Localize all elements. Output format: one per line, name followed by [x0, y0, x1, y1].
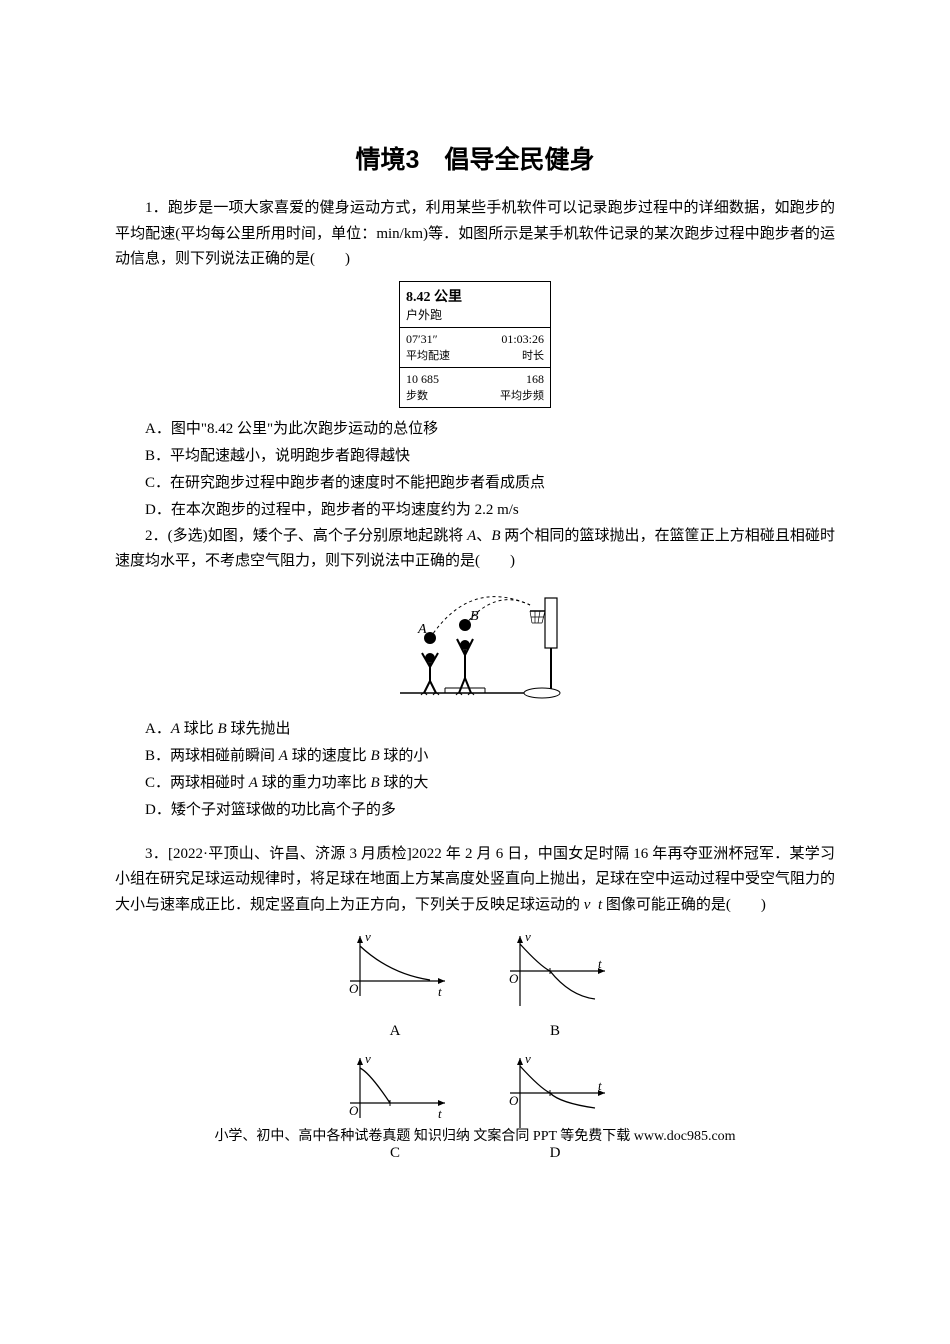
- basketball-diagram: A B: [370, 583, 580, 703]
- q1-cad-lbl: 平均步频: [500, 387, 544, 403]
- q2-opt-b: B．两球相碰前瞬间 A 球的速度比 B 球的小: [115, 743, 835, 770]
- q3-label-d: D: [495, 1145, 615, 1162]
- q1-steps-val: 10 685: [406, 372, 439, 387]
- ball-a-label: A: [417, 622, 427, 637]
- page-footer: 小学、初中、高中各种试卷真题 知识归纳 文案合同 PPT 等免费下载 www.d…: [0, 1125, 950, 1145]
- q1-dur-lbl: 时长: [501, 347, 544, 363]
- ball-b-label: B: [470, 609, 479, 624]
- svg-text:t: t: [438, 1106, 442, 1121]
- q1-opt-c: C．在研究跑步过程中跑步者的速度时不能把跑步者看成质点: [115, 470, 835, 497]
- svg-text:t: t: [438, 984, 442, 999]
- svg-text:O: O: [509, 1093, 519, 1108]
- q1-dur-val: 01:03:26: [501, 332, 544, 347]
- q1-opt-d: D．在本次跑步的过程中，跑步者的平均速度约为 2.2 m/s: [115, 497, 835, 524]
- svg-text:O: O: [509, 971, 519, 986]
- q2-stem-b: 、: [476, 528, 491, 544]
- q3-stem-c: 图像可能正确的是( ): [602, 897, 766, 913]
- q1-opt-b: B．平均配速越小，说明跑步者跑得越快: [115, 443, 835, 470]
- svg-text:O: O: [349, 981, 359, 996]
- q3-stem-b: ­: [590, 897, 598, 913]
- svg-text:v: v: [365, 929, 371, 944]
- q2-stem-a: 2．(多选)如图，矮个子、高个子分别原地起跳将: [145, 528, 467, 544]
- q3-label-c: C: [335, 1145, 455, 1162]
- page-title: 情境3 倡导全民健身: [115, 140, 835, 176]
- svg-text:t: t: [598, 1078, 602, 1093]
- q1-mode: 户外跑: [406, 306, 544, 323]
- svg-text:v: v: [365, 1051, 371, 1066]
- q2-figure: A B: [115, 583, 835, 708]
- q1-opt-a: A．图中"8.42 公里"为此次跑步运动的总位移: [115, 416, 835, 443]
- svg-text:v: v: [525, 929, 531, 944]
- q2-opt-c: C．两球相碰时 A 球的重力功率比 B 球的大: [115, 770, 835, 797]
- q1-steps-lbl: 步数: [406, 387, 439, 403]
- q1-cad-val: 168: [500, 372, 544, 387]
- q1-figure: 8.42 公里 户外跑 07′31″ 平均配速 01:03:26 时长 10 6…: [115, 281, 835, 408]
- q3-label-b: B: [495, 1023, 615, 1040]
- q3-stem: 3．[2022·平顶山、许昌、济源 3 月质检]2022 年 2 月 6 日，中…: [115, 842, 835, 919]
- q2-A-var: A: [467, 528, 476, 544]
- q2-opt-d: D．矮个子对篮球做的功比高个子的多: [115, 797, 835, 824]
- q1-pace-lbl: 平均配速: [406, 347, 450, 363]
- q3-label-a: A: [335, 1023, 455, 1040]
- q1-stem: 1．跑步是一项大家喜爱的健身运动方式，利用某些手机软件可以记录跑步过程中的详细数…: [115, 196, 835, 273]
- svg-text:v: v: [525, 1051, 531, 1066]
- q2-opt-a: A．A 球比 B 球先抛出: [115, 716, 835, 743]
- q1-table: 8.42 公里 户外跑 07′31″ 平均配速 01:03:26 时长 10 6…: [399, 281, 551, 408]
- q3-graph-b: v t O: [495, 926, 615, 1016]
- q1-pace-val: 07′31″: [406, 332, 450, 347]
- q2-stem: 2．(多选)如图，矮个子、高个子分别原地起跳将 A、B 两个相同的篮球抛出，在篮…: [115, 524, 835, 575]
- svg-text:t: t: [598, 956, 602, 971]
- svg-text:O: O: [349, 1103, 359, 1118]
- q1-distance: 8.42 公里: [406, 286, 544, 306]
- q3-graph-a: v t O: [335, 926, 455, 1016]
